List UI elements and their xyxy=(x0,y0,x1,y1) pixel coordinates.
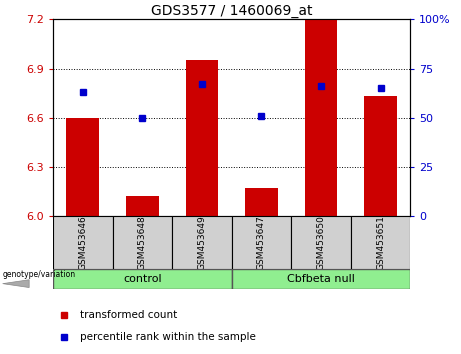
Bar xyxy=(351,216,410,269)
Bar xyxy=(232,216,291,269)
Text: GSM453648: GSM453648 xyxy=(138,215,147,270)
Text: GSM453646: GSM453646 xyxy=(78,215,87,270)
Polygon shape xyxy=(3,280,29,287)
Bar xyxy=(172,216,232,269)
Bar xyxy=(112,216,172,269)
Text: Cbfbeta null: Cbfbeta null xyxy=(287,274,355,284)
Text: percentile rank within the sample: percentile rank within the sample xyxy=(80,332,256,342)
Bar xyxy=(232,269,410,289)
Text: genotype/variation: genotype/variation xyxy=(3,270,76,279)
Bar xyxy=(245,188,278,216)
Bar xyxy=(126,196,159,216)
Bar xyxy=(53,216,112,269)
Text: GSM453651: GSM453651 xyxy=(376,215,385,270)
Title: GDS3577 / 1460069_at: GDS3577 / 1460069_at xyxy=(151,5,313,18)
Bar xyxy=(53,269,232,289)
Text: GSM453647: GSM453647 xyxy=(257,215,266,270)
Text: GSM453649: GSM453649 xyxy=(197,215,207,270)
Bar xyxy=(66,118,99,216)
Text: control: control xyxy=(123,274,162,284)
Bar xyxy=(364,96,397,216)
Text: GSM453650: GSM453650 xyxy=(316,215,325,270)
Bar xyxy=(185,61,218,216)
Bar xyxy=(305,19,337,216)
Text: transformed count: transformed count xyxy=(80,310,177,320)
Bar xyxy=(291,216,351,269)
